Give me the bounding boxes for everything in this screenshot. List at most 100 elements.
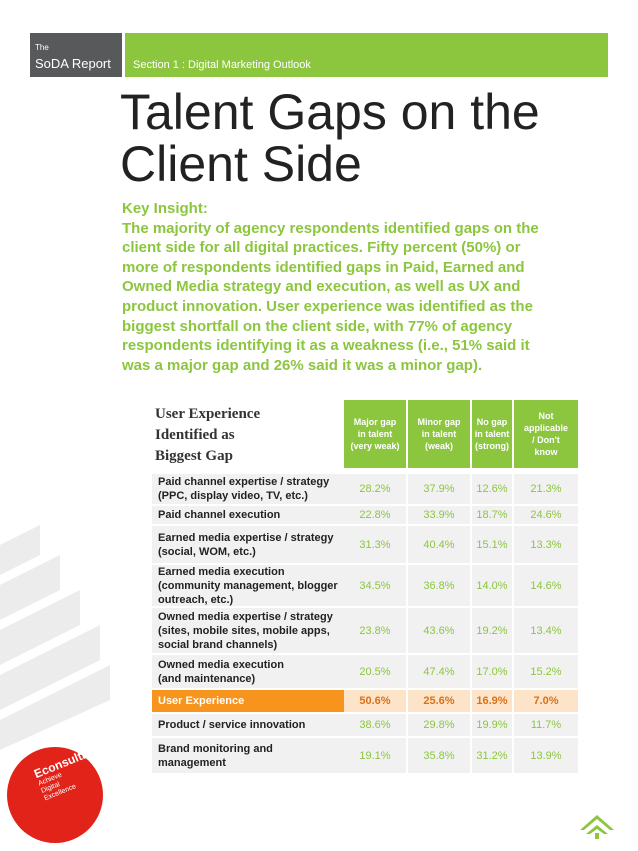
cell-value: 18.7% xyxy=(476,509,508,521)
pyramid xyxy=(0,525,110,750)
section: Section 1 : Digital Marketing Outlook xyxy=(133,59,311,71)
cell-value: 21.3% xyxy=(530,483,562,495)
cell: 29.8% xyxy=(408,714,470,736)
cell: 38.6% xyxy=(344,714,406,736)
cell: 12.6% xyxy=(472,474,512,504)
cell: 24.6% xyxy=(514,506,578,524)
title: Talent Gaps on the Client Side xyxy=(120,86,540,190)
cell-value: 20.5% xyxy=(359,665,391,678)
column-header-line: in talent xyxy=(421,429,457,439)
row-label-line: management xyxy=(158,756,226,769)
insight-line: was a major gap and 26% said it was a mi… xyxy=(122,356,483,374)
brand-box: The SoDA Report xyxy=(30,33,122,77)
row-label: Earned media expertise / strategy (social… xyxy=(152,526,344,563)
cell: 40.4% xyxy=(408,526,470,563)
logo-circle xyxy=(7,747,103,843)
row-label-line: Earned media expertise / strategy xyxy=(158,531,334,544)
cell: 11.7% xyxy=(514,714,578,736)
cell-value: 25.6% xyxy=(423,695,455,707)
row-label-line: Brand monitoring and xyxy=(158,742,273,755)
row-label-line: outreach, etc.) xyxy=(158,593,234,606)
column-header-line: Minor gap xyxy=(417,417,461,427)
column-header-line: applicable xyxy=(523,423,568,433)
cell: 31.2% xyxy=(472,738,512,773)
cell-value: 34.5% xyxy=(359,579,391,592)
section-bar: Section 1 : Digital Marketing Outlook xyxy=(125,33,608,77)
cell: 43.6% xyxy=(408,608,470,653)
cell: 20.5% xyxy=(344,655,406,688)
insight-line: more of respondents identified gaps in P… xyxy=(122,258,525,276)
cell: 28.2% xyxy=(344,474,406,504)
caption-line: Identified as xyxy=(155,427,235,443)
row-label-line: Owned media expertise / strategy xyxy=(158,610,333,623)
row-label-line: (and maintenance) xyxy=(158,672,256,685)
cell: 21.3% xyxy=(514,474,578,504)
cell: 16.9% xyxy=(472,690,512,712)
cell-value: 29.8% xyxy=(423,719,455,731)
caption-line: Biggest Gap xyxy=(155,448,233,464)
row-label: User Experience xyxy=(152,690,344,712)
row-label: Owned media execution (and maintenance) xyxy=(152,655,344,688)
cell: 50.6% xyxy=(344,690,406,712)
insight-heading: Key Insight: xyxy=(122,200,208,217)
cell: 13.9% xyxy=(514,738,578,773)
caption-line: User Experience xyxy=(155,406,261,422)
column-header-line: know xyxy=(534,447,558,457)
cell: 7.0% xyxy=(514,690,578,712)
cell-value: 24.6% xyxy=(530,509,562,521)
cell: 14.0% xyxy=(472,565,512,606)
cell: 33.9% xyxy=(408,506,470,524)
row-label: Brand monitoring and management xyxy=(152,738,344,773)
cell-value: 19.1% xyxy=(359,749,391,762)
cell-value: 37.9% xyxy=(423,483,455,495)
column-header: Major gap in talent (very weak) xyxy=(344,400,406,468)
column-header: No gap in talent (strong) xyxy=(472,400,512,468)
cell-value: 13.4% xyxy=(530,624,562,637)
cell: 35.8% xyxy=(408,738,470,773)
cell-value: 33.9% xyxy=(423,509,455,521)
insight-line: The majority of agency respondents ident… xyxy=(122,219,539,237)
column-header: Not applicable / Don't know xyxy=(514,400,578,468)
cell: 13.3% xyxy=(514,526,578,563)
cell: 18.7% xyxy=(472,506,512,524)
column-header: Minor gap in talent (weak) xyxy=(408,400,470,468)
row-label: Earned media execution (community managem… xyxy=(152,565,344,606)
cell-value: 50.6% xyxy=(359,695,391,707)
column-header-line: / Don't xyxy=(532,435,560,445)
cell-value: 11.7% xyxy=(530,719,562,731)
cell-value: 31.3% xyxy=(359,538,391,551)
column-header-line: in talent xyxy=(474,429,510,439)
cell-value: 40.4% xyxy=(423,538,455,551)
cell: 25.6% xyxy=(408,690,470,712)
cell: 14.6% xyxy=(514,565,578,606)
cell: 31.3% xyxy=(344,526,406,563)
cell-value: 31.2% xyxy=(476,749,508,762)
row-label-line: Owned media execution xyxy=(158,658,284,671)
cell-value: 15.2% xyxy=(530,665,562,678)
cell: 15.1% xyxy=(472,526,512,563)
cell: 17.0% xyxy=(472,655,512,688)
column-header-line: No gap xyxy=(476,417,508,427)
column-header-line: in talent xyxy=(357,429,393,439)
cell: 34.5% xyxy=(344,565,406,606)
row-label-line: Earned media execution xyxy=(158,565,285,578)
cell: 19.9% xyxy=(472,714,512,736)
row-label-line: social brand channels) xyxy=(158,638,278,651)
row-label-line: (social, WOM, etc.) xyxy=(158,545,256,558)
row-label-line: Paid channel execution xyxy=(158,509,281,521)
row-label-line: (sites, mobile sites, mobile apps, xyxy=(158,624,330,637)
column-header-line: (very weak) xyxy=(350,441,400,451)
cell: 36.8% xyxy=(408,565,470,606)
cell-value: 16.9% xyxy=(476,695,508,707)
cell-value: 19.2% xyxy=(476,624,508,637)
brand: SoDA Report xyxy=(35,56,111,71)
cell-value: 28.2% xyxy=(359,483,391,495)
column-header-line: Not xyxy=(538,411,554,421)
row-label-line: Product / service innovation xyxy=(158,719,306,731)
corner-logo xyxy=(580,815,614,839)
brand-small: The xyxy=(35,43,49,52)
cell-value: 14.6% xyxy=(530,579,562,592)
row-label: Paid channel execution xyxy=(152,506,344,524)
